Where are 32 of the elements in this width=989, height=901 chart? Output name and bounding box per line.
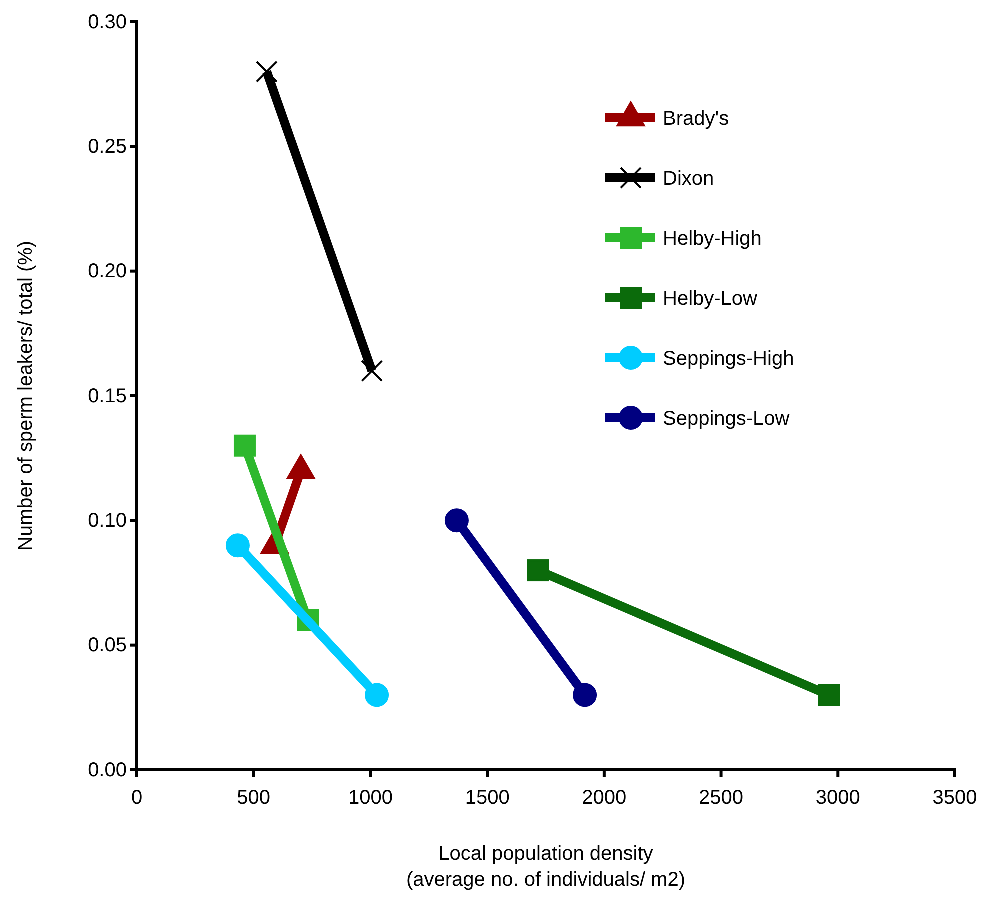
point [226,534,250,558]
legend-label: Helby-High [663,228,762,250]
point [234,434,256,457]
x-axis-title: Local population density (average no. of individuals/ m2) [406,843,686,891]
point [361,360,384,382]
y-tick-label: 0.25 [88,136,127,158]
x-tick-label: 500 [237,787,271,809]
point [444,508,469,533]
legend-label: Seppings-Low [663,408,790,430]
y-tick-label: 0.10 [88,510,127,532]
x-tick-label: 2500 [699,787,744,809]
point [256,60,278,83]
x-tick-label: 1500 [465,787,510,809]
y-tick-label: 0.05 [88,634,127,657]
y-tick-label: 0.20 [88,260,127,283]
point [365,683,390,708]
x-tick-label: 0 [131,787,143,809]
x-tick-label: 3000 [816,787,860,809]
point [573,683,598,708]
x-tick-label: 2000 [582,787,627,809]
point [527,560,550,582]
legend-label: Brady's [663,108,730,130]
legend-label: Helby-Low [663,288,758,310]
y-tick-label: 0.15 [88,385,127,408]
legend-label: Dixon [663,168,714,190]
y-tick-label: 0.30 [88,11,127,34]
point [818,684,840,706]
x-tick-label: 1000 [348,787,393,809]
y-axis-title: Number of sperm leakers/ total (%) [15,240,37,552]
legend-label: Seppings-High [663,348,794,370]
y-tick-label: 0.00 [88,759,127,782]
x-tick-label: 3500 [932,787,978,809]
